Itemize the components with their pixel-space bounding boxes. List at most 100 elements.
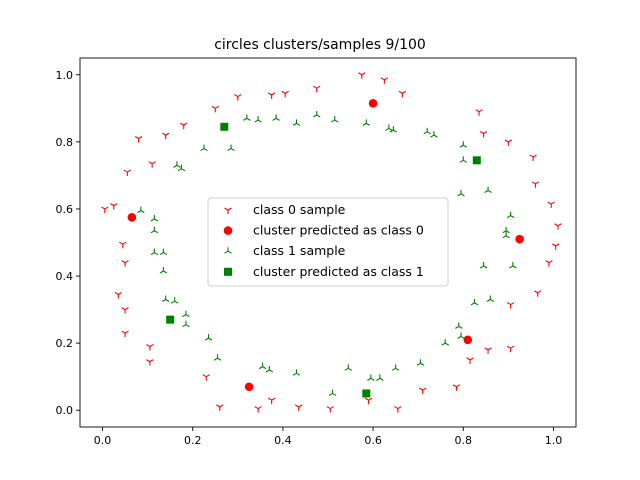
square-mark bbox=[472, 156, 481, 165]
tri-arm bbox=[121, 330, 126, 334]
tri-arm bbox=[398, 90, 403, 94]
tri-arm bbox=[146, 359, 151, 363]
point-s2-13 bbox=[459, 141, 468, 148]
tri-arm bbox=[272, 117, 277, 121]
tri-arm bbox=[430, 134, 435, 138]
tri-arm bbox=[124, 330, 129, 334]
tri-arm bbox=[433, 134, 438, 138]
point-s0-0 bbox=[358, 72, 366, 79]
point-s2-47 bbox=[506, 211, 515, 219]
tri-arm bbox=[416, 362, 421, 366]
circle-mark bbox=[463, 335, 473, 345]
tri-arm bbox=[487, 347, 492, 351]
tri-arm bbox=[148, 161, 153, 165]
point-s0-22 bbox=[202, 374, 210, 381]
tri-arm bbox=[484, 347, 489, 351]
tri-arm bbox=[124, 307, 129, 311]
point-s2-45 bbox=[502, 226, 510, 234]
tri-arm bbox=[502, 235, 507, 239]
tri-arm bbox=[243, 117, 248, 121]
point-s2-22 bbox=[159, 267, 168, 274]
point-s0-2 bbox=[398, 90, 407, 98]
x-tick-label: 0.8 bbox=[455, 434, 473, 447]
tri-arm bbox=[170, 300, 175, 304]
tri-arm bbox=[505, 235, 510, 239]
tri-arm bbox=[366, 122, 371, 126]
tri-arm bbox=[470, 302, 475, 306]
point-s2-26 bbox=[182, 320, 190, 328]
point-s2-11 bbox=[423, 127, 431, 135]
point-s2-44 bbox=[509, 261, 517, 269]
tri-arm bbox=[479, 131, 484, 134]
tri-arm bbox=[456, 384, 461, 388]
point-s2-20 bbox=[150, 248, 159, 256]
tri-arm bbox=[213, 357, 218, 361]
tri-arm bbox=[551, 243, 556, 247]
point-s0-45 bbox=[475, 109, 483, 116]
tri-arm bbox=[271, 397, 276, 401]
tri-arm bbox=[127, 169, 132, 173]
tri-arm bbox=[173, 164, 178, 168]
point-s0-5 bbox=[267, 92, 276, 99]
tri-arm bbox=[200, 148, 205, 152]
point-s2-29 bbox=[258, 362, 267, 370]
tri-arm bbox=[506, 302, 511, 306]
tri-arm bbox=[460, 335, 465, 339]
tri-arm bbox=[292, 372, 297, 376]
point-s2-7 bbox=[331, 116, 339, 123]
tri-arm bbox=[484, 190, 489, 193]
tri-arm bbox=[165, 132, 170, 136]
tri-arm bbox=[506, 345, 511, 349]
point-s0-16 bbox=[121, 260, 129, 267]
point-s0-35 bbox=[506, 302, 515, 309]
point-s2-36 bbox=[391, 364, 400, 371]
tri-arm bbox=[227, 250, 232, 254]
tri-arm bbox=[159, 270, 164, 274]
circle-mark bbox=[223, 226, 233, 235]
tri-arm bbox=[298, 404, 303, 408]
point-s0-33 bbox=[484, 347, 492, 354]
tri-arm bbox=[368, 397, 373, 401]
tri-arm bbox=[154, 252, 159, 256]
tri-arm bbox=[455, 325, 460, 329]
tri-arm bbox=[182, 314, 187, 318]
circle-mark bbox=[244, 382, 254, 392]
tri-arm bbox=[104, 206, 109, 210]
point-s2-0 bbox=[227, 144, 235, 152]
tri-arm bbox=[227, 207, 232, 211]
point-s0-9 bbox=[161, 132, 170, 140]
tri-arm bbox=[110, 203, 115, 207]
point-s2-18 bbox=[150, 215, 159, 222]
point-s0-21 bbox=[146, 359, 154, 366]
tri-arm bbox=[262, 366, 267, 370]
tri-arm bbox=[457, 335, 462, 339]
tri-arm bbox=[134, 136, 139, 139]
tri-arm bbox=[458, 325, 463, 329]
tri-arm bbox=[149, 344, 154, 347]
tri-arm bbox=[159, 252, 164, 256]
point-s2-31 bbox=[292, 369, 301, 376]
tri-arm bbox=[257, 119, 262, 123]
tri-arm bbox=[483, 265, 488, 269]
point-s0-32 bbox=[466, 357, 474, 364]
tri-arm bbox=[281, 90, 286, 94]
point-s0-34 bbox=[506, 345, 515, 353]
tri-arm bbox=[150, 230, 155, 234]
tri-arm bbox=[506, 215, 511, 219]
tri-arm bbox=[555, 243, 560, 247]
tri-arm bbox=[113, 203, 118, 207]
y-tick-label: 0.8 bbox=[56, 136, 74, 149]
tri-arm bbox=[462, 144, 468, 148]
tri-arm bbox=[331, 119, 336, 123]
tri-arm bbox=[358, 72, 363, 76]
tri-arm bbox=[329, 406, 334, 410]
tri-arm bbox=[547, 201, 552, 205]
tri-arm bbox=[146, 344, 151, 347]
tri-arm bbox=[185, 324, 190, 328]
y-tick-label: 0.2 bbox=[56, 337, 74, 350]
point-s2-21 bbox=[159, 248, 168, 256]
tri-arm bbox=[217, 357, 222, 361]
tri-arm bbox=[379, 377, 384, 381]
tri-arm bbox=[462, 159, 468, 163]
point-s1-1 bbox=[127, 213, 137, 222]
